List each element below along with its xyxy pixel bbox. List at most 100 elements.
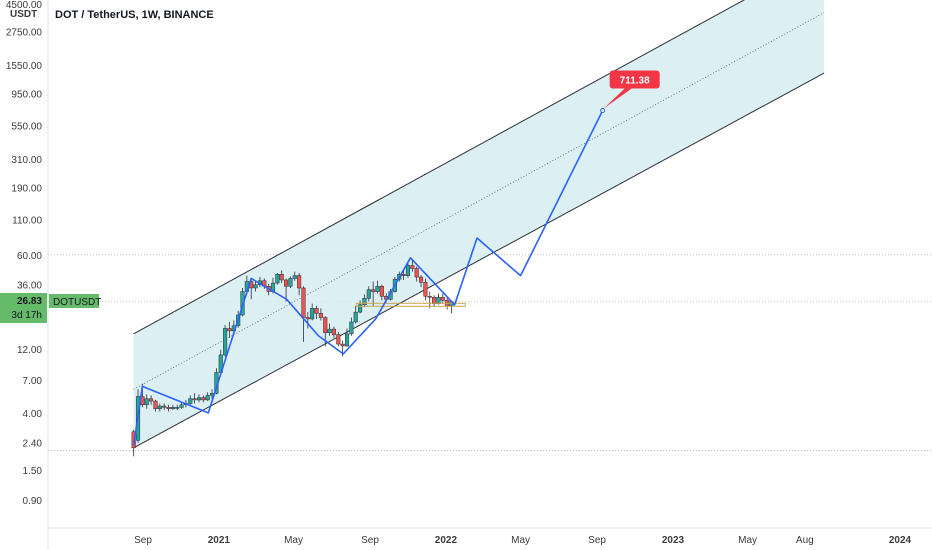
price-axis[interactable]: 4500.00 2750.00 1550.00 950.00 550.00 310.00 1…: [6, 0, 49, 550]
candle-body: [297, 275, 302, 289]
candle: [227, 321, 232, 338]
x-tick-label: 2024: [889, 535, 912, 546]
x-tick-label: Sep: [134, 535, 152, 546]
candle-body: [310, 308, 315, 320]
candle: [305, 312, 310, 329]
candle: [201, 395, 206, 403]
symbol-label: DOTUSDT: [53, 297, 101, 308]
candle-body: [196, 397, 202, 401]
candle: [401, 270, 406, 280]
x-tick-label: May: [511, 535, 530, 546]
x-tick-label: 2021: [208, 535, 231, 546]
candle-body: [192, 398, 197, 401]
candle: [366, 286, 371, 302]
support-band: [355, 302, 466, 307]
current-price-value: 26.83: [17, 296, 42, 307]
candle-body: [205, 395, 210, 401]
y-tick-label: 190.00: [11, 184, 42, 195]
candle-body: [175, 407, 180, 409]
candle: [414, 266, 419, 282]
candle: [318, 308, 323, 321]
candle-body: [331, 328, 337, 335]
candle: [418, 274, 424, 288]
candle: [379, 284, 384, 301]
currency-label: USDT: [10, 9, 37, 20]
y-tick-label: 1550.00: [6, 61, 43, 72]
candle: [166, 404, 171, 412]
y-tick-label: 2.40: [23, 439, 43, 450]
candle-body: [423, 282, 428, 297]
candle: [196, 394, 202, 403]
time-axis[interactable]: Sep 2021 May Sep 2022 May Sep 2023 May Aug 2024: [48, 527, 932, 546]
y-tick-label: 2750.00: [6, 28, 43, 39]
candle: [310, 303, 315, 321]
y-tick-label: 12.00: [17, 345, 42, 356]
candle-body: [284, 279, 289, 287]
candle-body: [188, 398, 193, 404]
current-price-marker: 26.83 3d 17h DOTUSDT: [0, 293, 101, 323]
candle-body: [405, 265, 411, 276]
y-tick-label: 60.00: [17, 251, 42, 262]
candle: [188, 395, 193, 405]
candle: [292, 271, 297, 281]
candle: [297, 272, 302, 296]
x-tick-label: May: [738, 535, 757, 546]
candle: [284, 278, 289, 302]
candle: [375, 280, 380, 294]
projection-line: [132, 110, 604, 446]
candle: [279, 270, 284, 284]
regression-channel[interactable]: [133, 0, 825, 449]
candle-body: [288, 278, 293, 287]
candle-body: [131, 431, 136, 449]
candle-body: [344, 333, 350, 347]
candle: [353, 305, 358, 324]
candle: [314, 305, 319, 319]
candle-body: [179, 404, 184, 408]
target-label-box: [609, 70, 660, 89]
candle-body: [375, 286, 380, 292]
candle-body: [170, 407, 175, 409]
candle: [192, 393, 197, 404]
candle-body: [349, 321, 354, 335]
candle-body: [410, 265, 415, 269]
candle-body: [366, 289, 371, 299]
candle: [410, 259, 415, 272]
candle: [362, 294, 367, 308]
candle: [162, 403, 167, 411]
candle: [149, 395, 154, 405]
candle-body: [292, 275, 297, 279]
target-label-pointer: [603, 88, 632, 109]
candle-body: [223, 328, 228, 356]
candle-body: [166, 407, 171, 409]
candle: [275, 272, 280, 285]
candle-body: [153, 400, 158, 409]
candle-body: [327, 328, 332, 333]
candle-body: [318, 313, 323, 318]
candle-body: [279, 274, 284, 281]
x-tick-label: 2022: [435, 535, 458, 546]
candle: [170, 404, 175, 411]
y-tick-label: 36.00: [17, 281, 42, 292]
candle-body: [227, 328, 232, 332]
candle: [331, 326, 337, 338]
candle-body: [358, 304, 363, 313]
channel-lower-line: [133, 72, 825, 449]
current-price-box: [0, 293, 47, 323]
candle: [175, 404, 180, 411]
y-tick-label: 7.00: [23, 376, 43, 387]
candle: [157, 403, 162, 412]
y-tick-label: 310.00: [11, 155, 42, 166]
candle-body: [432, 297, 437, 304]
support-line[interactable]: [355, 302, 466, 307]
candle: [349, 317, 354, 336]
x-tick-label: Sep: [361, 535, 379, 546]
candle: [427, 291, 432, 309]
channel-fill: [133, 0, 825, 448]
projection-path[interactable]: [132, 107, 606, 446]
candle-body: [371, 289, 376, 292]
channel-middle-line: [133, 12, 825, 390]
candle-body: [418, 276, 424, 283]
candlestick-series: [131, 259, 454, 457]
y-tick-label: 550.00: [11, 121, 42, 132]
